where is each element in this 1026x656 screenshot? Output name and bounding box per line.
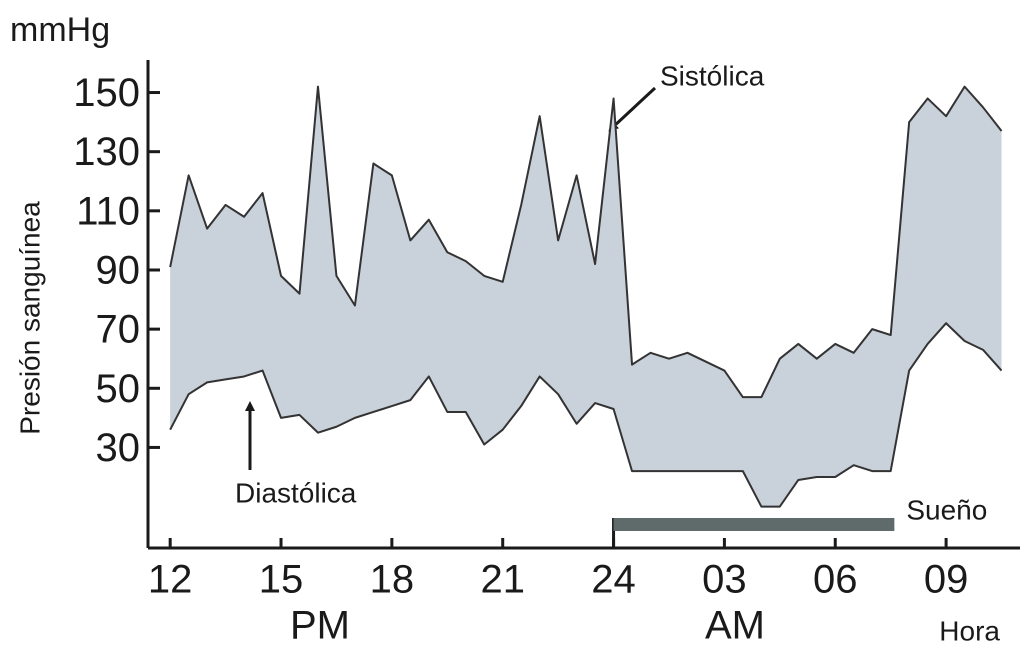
x-tick-label: 21 <box>480 558 525 602</box>
sleep-bar <box>613 518 895 531</box>
x-tick-label: 12 <box>148 558 193 602</box>
range-fill <box>170 86 1002 507</box>
series-line <box>169 322 1003 508</box>
y-unit: mmHg <box>10 11 110 49</box>
y-tick-label: 110 <box>76 189 140 233</box>
x-axis-label: Hora <box>939 615 1000 646</box>
annotation-arrow <box>608 86 657 132</box>
y-tick-label: 90 <box>96 249 141 293</box>
series-line <box>169 85 1003 399</box>
y-tick-label: 130 <box>73 130 140 174</box>
annotation: Sistólica <box>660 60 765 91</box>
y-tick-label: 150 <box>73 71 140 115</box>
annotation: Diastólica <box>235 477 357 508</box>
x-tick-label: 24 <box>591 558 636 602</box>
y-tick-label: 30 <box>96 426 141 470</box>
x-tick-label: 03 <box>702 558 747 602</box>
y-tick-label: 70 <box>96 308 141 352</box>
sleep-label: Sueño <box>906 494 987 525</box>
period-label: AM <box>705 604 765 648</box>
y-axis-label: Presión sanguínea <box>14 201 45 435</box>
x-tick-label: 18 <box>370 558 415 602</box>
x-tick-label: 15 <box>259 558 304 602</box>
period-label: PM <box>290 604 350 648</box>
y-tick-label: 50 <box>96 367 141 411</box>
x-tick-label: 06 <box>813 558 858 602</box>
x-tick-label: 09 <box>924 558 969 602</box>
